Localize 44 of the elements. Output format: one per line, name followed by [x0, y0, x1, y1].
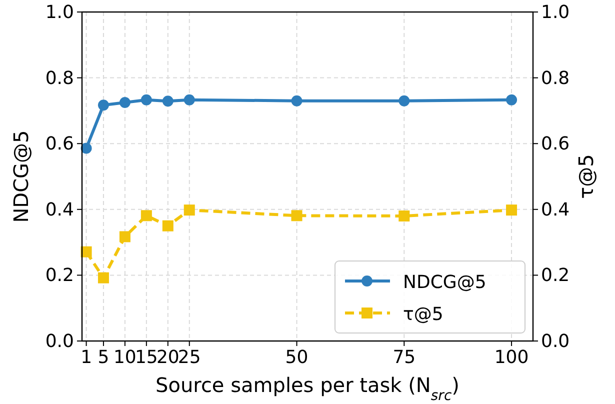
y-tick-label: 0.6 [45, 134, 74, 155]
x-tick-label: 5 [98, 347, 110, 368]
point [140, 210, 152, 222]
legend-label: NDCG@5 [403, 272, 486, 293]
y-tick-label: 0.4 [45, 199, 74, 220]
y-tick-label: 0.2 [45, 265, 74, 286]
point [184, 204, 195, 216]
point [80, 246, 92, 258]
x-tick-label: 15 [134, 347, 158, 368]
point [291, 210, 302, 222]
y2-tick-label: 0.6 [541, 134, 570, 155]
point [162, 96, 174, 107]
point [184, 94, 195, 106]
x-tick-label: 1 [80, 347, 92, 368]
x-tick-label: 100 [494, 347, 529, 368]
point [506, 94, 518, 106]
y-tick-label: 1.0 [45, 2, 74, 23]
point [98, 272, 109, 284]
point [98, 100, 109, 111]
y2-tick-label: 0.2 [541, 265, 570, 286]
x-tick-label: 50 [285, 347, 308, 368]
point [398, 95, 410, 106]
point [80, 142, 92, 154]
y-axis-title: NDCG@5 [9, 130, 33, 223]
y2-tick-label: 1.0 [541, 2, 570, 23]
point [119, 231, 130, 242]
x-tick-label: 75 [392, 347, 416, 368]
y2-axis-title: τ@5 [574, 154, 598, 199]
y2-tick-label: 0.8 [541, 68, 570, 89]
x-tick-label: 10 [114, 347, 136, 368]
y2-tick-label: 0.4 [541, 199, 570, 220]
legend-label: τ@5 [403, 304, 444, 325]
y-tick-label: 0.8 [45, 68, 74, 89]
y2-tick-label: 0.0 [541, 331, 570, 352]
point [119, 96, 130, 108]
x-tick-label: 25 [178, 347, 201, 368]
x-tick-label: 20 [156, 347, 180, 368]
point [506, 204, 518, 216]
y-tick-label: 0.0 [45, 331, 74, 352]
point [291, 95, 302, 106]
point [398, 210, 410, 222]
point [140, 94, 152, 106]
x-axis-title: Source samples per task (N$_{src}$) [156, 373, 460, 404]
point [162, 220, 174, 232]
